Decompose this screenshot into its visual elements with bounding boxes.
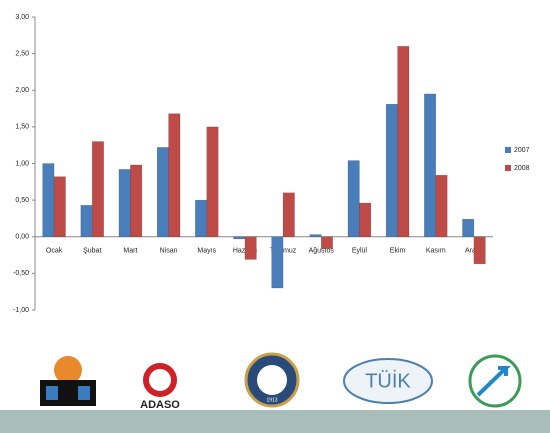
cu-logo [40,356,96,406]
bar [462,218,475,237]
bar [359,202,372,237]
adaso-logo: ADASO [140,363,180,411]
bar [118,169,131,237]
y-tick-label: 2,50 [15,50,29,57]
bar [321,236,333,249]
logo-shape [257,365,287,395]
bar [309,234,322,238]
bar [435,174,448,237]
logo-shape [78,386,90,400]
legend-label: 2007 [514,147,530,154]
x-tick-label: Ağustos [309,248,335,255]
bar [195,199,208,237]
logo-text: TÜİK [365,369,411,392]
logos: ADASO 1913 TÜİK [40,352,522,411]
cka-logo [468,354,522,408]
bar [271,236,284,289]
bar [244,236,257,260]
bar [282,192,295,238]
y-tick-label: -1,00 [13,307,29,314]
y-tick-label: 0,00 [15,234,29,241]
bar [233,236,246,240]
x-tick-label: Şubat [83,248,101,255]
y-tick-label: 1,00 [15,160,29,167]
x-tick-label: Mayıs [197,248,216,255]
bar [42,163,55,237]
bar [397,46,410,237]
x-tick-label: Kasım [426,248,446,255]
x-tick-label: Eylül [352,248,368,255]
legend-swatch [505,147,511,153]
legend-swatch [505,165,511,171]
y-tick-label: -0,50 [13,270,29,277]
x-tick-label: Nisan [160,248,178,255]
bar [130,164,143,237]
y-tick-label: 3,00 [15,14,29,21]
x-tick-label: Temmuz [270,248,297,255]
logo-arrow [476,366,511,397]
y-tick-label: 1,50 [15,124,29,131]
logo-text: 1913 [266,397,277,403]
y-tick-label: 0,50 [15,197,29,204]
bar [206,126,219,237]
bar [92,141,104,237]
logo-shape [54,356,82,384]
bar [473,236,486,265]
footer-band [0,410,550,433]
bar [53,176,66,237]
borsa-logo: 1913 [244,352,300,408]
x-tick-label: Ocak [46,248,63,255]
bar [168,113,181,237]
x-tick-label: Mart [123,248,137,255]
bar [156,147,169,237]
bar [347,160,360,238]
x-tick-label: Ekim [390,248,406,255]
bar [385,103,398,238]
y-tick-label: 2,00 [15,87,29,94]
logo-text: ADASO [140,399,180,411]
logo-shape [46,386,58,400]
legend-label: 2008 [514,165,530,172]
bar [80,205,93,238]
logo-shape [143,363,177,397]
bar [424,93,436,237]
logo-shape [343,358,433,404]
tuik-logo: TÜİK [343,358,433,404]
